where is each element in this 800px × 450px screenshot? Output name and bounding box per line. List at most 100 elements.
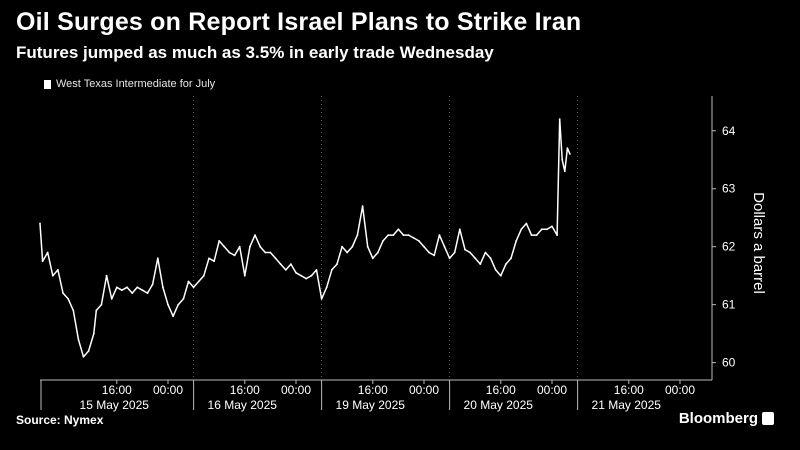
data-point [402,234,405,237]
data-point [197,280,200,283]
data-point [218,240,221,242]
data-point [556,234,558,237]
x-date-label: 21 May 2025 [592,398,662,412]
data-point [489,257,492,260]
data-point [146,292,149,294]
data-point [126,286,128,289]
data-point [41,260,44,263]
data-point [392,234,395,237]
x-date-label: 16 May 2025 [208,398,278,412]
data-point [213,260,216,263]
legend-swatch [44,79,51,89]
x-time-label: 00:00 [281,383,311,397]
data-point [469,251,471,254]
data-point [448,257,451,260]
data-point [82,355,85,358]
data-point [412,237,415,239]
legend-label: West Texas Intermediate for July [56,78,216,90]
data-point [67,298,70,300]
data-point [305,277,308,280]
data-point [269,251,272,254]
data-point [290,263,292,265]
data-point [351,245,354,248]
data-point [39,222,41,225]
data-point [336,263,338,265]
data-point [77,338,80,341]
data-point [243,274,246,277]
data-point [387,234,390,237]
data-point [223,245,226,248]
data-point [295,271,297,274]
data-point [62,292,64,294]
x-time-label: 16:00 [614,383,644,397]
legend: West Texas Intermediate for July [44,78,215,90]
data-point [172,315,175,318]
data-point [438,234,441,237]
data-point [182,298,185,300]
x-time-label: 16:00 [102,383,132,397]
data-point [474,257,477,260]
data-point [479,263,482,265]
data-point [484,251,487,254]
data-point [510,257,512,260]
bloomberg-icon [762,412,774,425]
data-point [546,228,548,231]
data-point [51,274,54,277]
x-time-label: 00:00 [665,383,695,397]
data-point [423,245,425,248]
data-point [202,274,205,277]
data-point [458,228,461,231]
data-point [46,251,49,254]
data-point [563,170,566,173]
data-point [151,283,154,286]
source-note: Source: Nymex [16,413,104,427]
data-point [167,303,169,306]
x-date-label: 20 May 2025 [464,398,534,412]
y-tick-label: 63 [722,182,736,196]
data-point [95,309,98,312]
data-point [115,286,118,289]
data-point [259,245,262,248]
data-point [264,251,267,254]
data-point [382,240,384,242]
data-point [453,251,456,254]
data-point [397,228,400,231]
data-point [238,245,241,248]
data-point [377,251,379,254]
data-point [325,286,328,289]
data-point [371,257,374,260]
data-point [341,245,343,248]
bloomberg-logo: Bloomberg [678,410,758,427]
data-point [505,263,507,265]
data-point [279,263,282,265]
data-point [57,269,59,271]
x-time-label: 00:00 [409,383,439,397]
data-point [208,257,210,260]
y-tick-label: 60 [722,356,736,370]
y-tick-label: 64 [722,124,736,138]
data-point [228,251,231,254]
data-point [366,245,369,248]
y-axis-label: Dollars a barrel [750,192,767,294]
data-point [105,274,108,277]
data-point [233,254,236,257]
data-point [141,289,144,292]
data-point [346,251,349,254]
data-point [499,274,502,277]
data-point [494,269,497,271]
data-point [100,303,103,306]
data-point [535,234,538,237]
y-tick-label: 61 [722,298,736,312]
data-point [254,234,256,237]
data-point [361,205,364,208]
x-time-label: 16:00 [486,383,516,397]
data-point [300,274,302,277]
data-point [540,228,543,231]
data-point [310,274,313,277]
data-point [428,251,430,254]
data-point [464,248,466,251]
data-point [162,286,164,289]
data-point [110,298,113,300]
data-point [561,158,564,161]
